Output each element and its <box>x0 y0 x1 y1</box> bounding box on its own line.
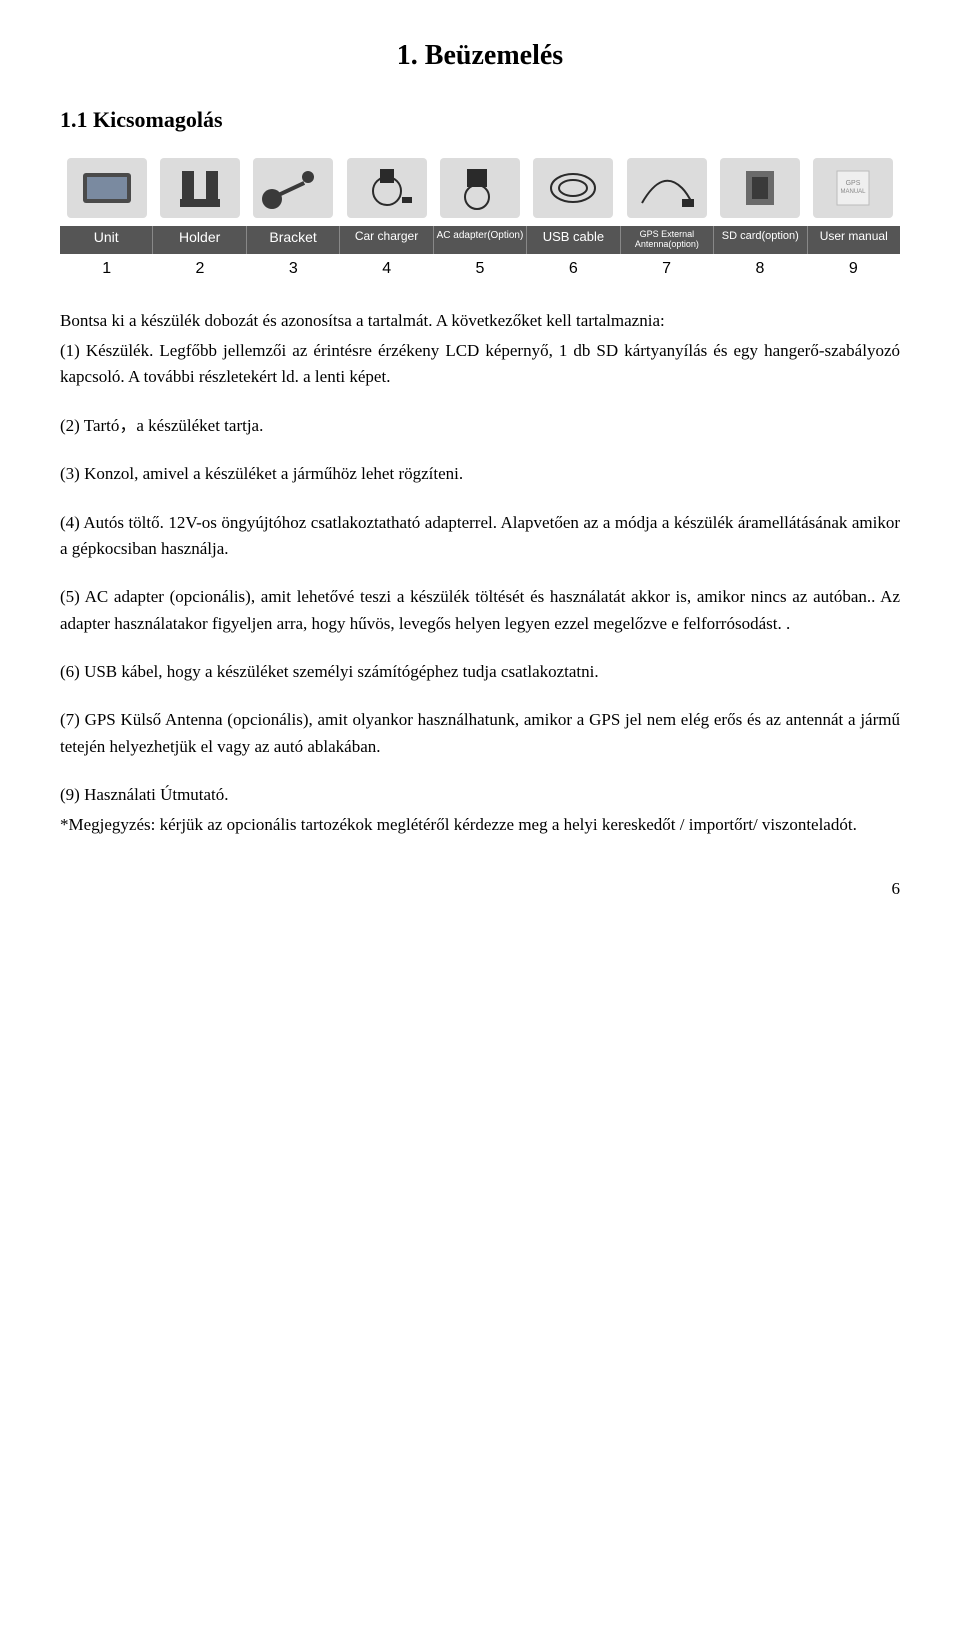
para-5: (5) AC adapter (opcionális), amit lehető… <box>60 584 900 637</box>
item-label: USB cable <box>526 226 619 254</box>
item-image-gps-antenna <box>620 158 713 222</box>
svg-text:GPS: GPS <box>846 180 861 187</box>
items-label-row: Unit Holder Bracket Car charger AC adapt… <box>60 226 900 254</box>
item-image-unit <box>60 158 153 222</box>
item-label: Unit <box>60 226 152 254</box>
item-label: Holder <box>152 226 245 254</box>
item-number: 4 <box>340 260 433 278</box>
item-number: 3 <box>247 260 340 278</box>
para-intro-a: Bontsa ki a készülék dobozát és azonosít… <box>60 308 900 334</box>
item-number: 1 <box>60 260 153 278</box>
item-image-bracket <box>247 158 340 222</box>
item-image-ac-adapter <box>433 158 526 222</box>
item-label: SD card(option) <box>713 226 806 254</box>
item-number: 6 <box>527 260 620 278</box>
page-number: 6 <box>60 879 900 899</box>
para-9a: (9) Használati Útmutató. <box>60 782 900 808</box>
body-text: Bontsa ki a készülék dobozát és azonosít… <box>60 308 900 839</box>
item-label: Bracket <box>246 226 339 254</box>
item-image-manual: GPS MANUAL <box>807 158 900 222</box>
item-image-sd-card <box>713 158 806 222</box>
item-image-car-charger <box>340 158 433 222</box>
item-number: 7 <box>620 260 713 278</box>
para-7: (7) GPS Külső Antenna (opcionális), amit… <box>60 707 900 760</box>
item-label: Car charger <box>339 226 432 254</box>
item-number: 2 <box>153 260 246 278</box>
para-intro-b: (1) Készülék. Legfőbb jellemzői az érint… <box>60 338 900 391</box>
item-number: 8 <box>713 260 806 278</box>
para-6: (6) USB kábel, hogy a készüléket személy… <box>60 659 900 685</box>
item-image-usb-cable <box>527 158 620 222</box>
para-4: (4) Autós töltő. 12V-os öngyújtóhoz csat… <box>60 510 900 563</box>
item-label: AC adapter(Option) <box>433 226 526 254</box>
item-number: 9 <box>807 260 900 278</box>
item-label: GPS External Antenna(option) <box>620 226 713 254</box>
para-3: (3) Konzol, amivel a készüléket a járműh… <box>60 461 900 487</box>
item-number: 5 <box>433 260 526 278</box>
page-title: 1. Beüzemelés <box>60 40 900 72</box>
section-subtitle: 1.1 Kicsomagolás <box>60 107 900 133</box>
item-label: User manual <box>807 226 900 254</box>
items-number-row: 1 2 3 4 5 6 7 8 9 <box>60 260 900 278</box>
item-image-holder <box>153 158 246 222</box>
items-image-row: GPS MANUAL <box>60 158 900 222</box>
para-2: (2) Tartó，a készüléket tartja. <box>60 413 900 439</box>
para-9b: *Megjegyzés: kérjük az opcionális tartoz… <box>60 812 900 838</box>
svg-text:MANUAL: MANUAL <box>841 189 867 195</box>
